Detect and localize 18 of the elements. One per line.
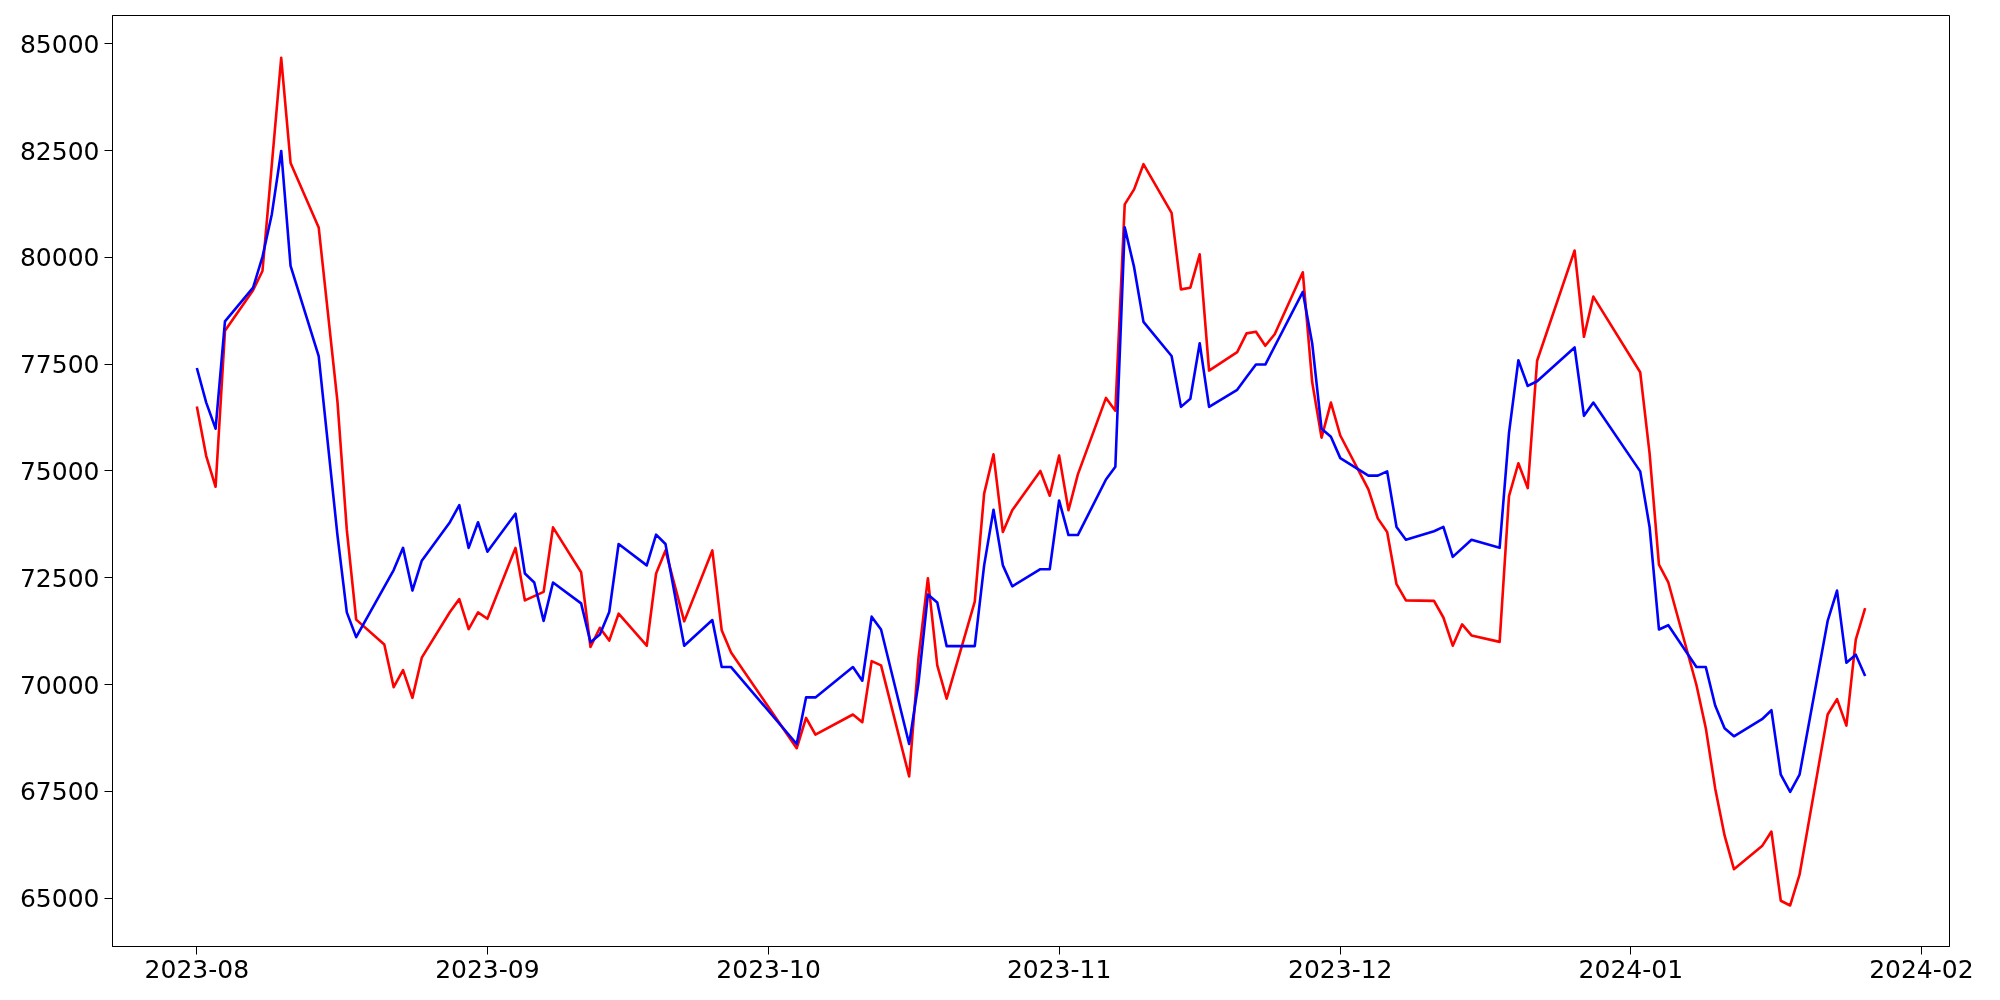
y-tick-label: 70000 <box>19 670 100 700</box>
x-tick-label: 2024-01 <box>1578 954 1684 984</box>
line-series <box>195 149 1867 794</box>
x-tick-label: 2023-09 <box>435 954 540 984</box>
y-tick-label: 65000 <box>19 884 100 914</box>
x-tick-label: 2023-08 <box>144 954 250 984</box>
y-tick-label: 67500 <box>19 777 100 807</box>
y-tick-label: 72500 <box>19 563 100 593</box>
x-tick-label: 2023-10 <box>716 954 821 984</box>
line-series <box>195 56 1867 907</box>
y-tick-label: 85000 <box>19 29 100 59</box>
x-tick-label: 2023-11 <box>1006 954 1112 984</box>
y-tick-label: 75000 <box>19 456 100 486</box>
x-tick-label: 2023-12 <box>1288 954 1393 984</box>
y-tick-label: 80000 <box>19 243 100 273</box>
y-tick-label: 82500 <box>19 136 100 166</box>
y-tick-label: 77500 <box>19 350 100 380</box>
x-tick-label: 2024-02 <box>1869 954 1974 984</box>
